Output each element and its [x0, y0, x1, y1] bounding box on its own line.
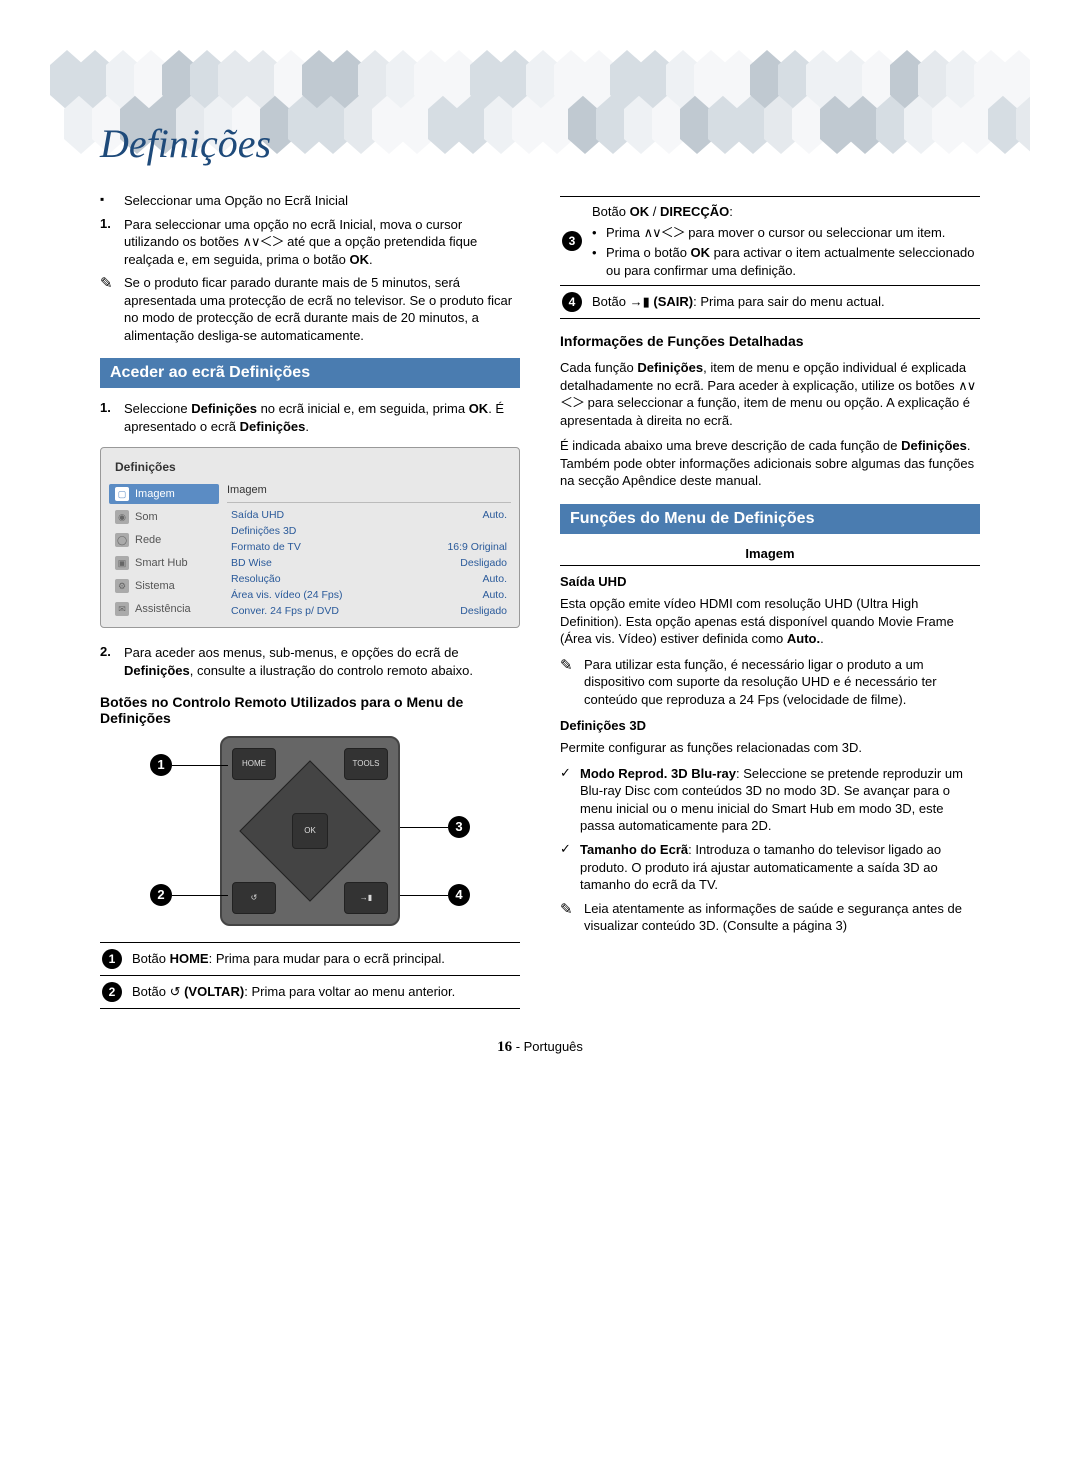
tv-nav-icon: ◉ [115, 510, 129, 524]
step-number-1b: 1. [100, 400, 124, 435]
button-table-row: 2 Botão ↺ (VOLTAR): Prima para voltar ao … [100, 976, 520, 1008]
tv-nav-item: ⚙ Sistema [109, 576, 219, 596]
3d-settings-label: Definições 3D [560, 718, 980, 733]
settings-screen-mock: Definições ▢ Imagem ◉ Som ◯ Rede ▣ Smart Hub ⚙ Si… [100, 447, 520, 628]
tv-nav-icon: ▢ [115, 487, 129, 501]
tv-setting-row: ResoluçãoAuto. [227, 571, 511, 587]
tv-nav-label: Assistência [135, 603, 191, 615]
step-number-2: 2. [100, 644, 124, 679]
remote-button-table-left: 1 Botão HOME: Prima para mudar para o ecr… [100, 942, 520, 1009]
tv-nav-label: Sistema [135, 580, 175, 592]
callout-number: 3 [562, 231, 582, 251]
tv-nav-item: ▢ Imagem [109, 484, 219, 504]
direction-arrows-icon: ∧∨＜＞ [243, 234, 284, 249]
note-icon: ✎ [100, 274, 124, 344]
imagem-section-heading: Imagem [560, 546, 980, 566]
tv-nav-item: ▣ Smart Hub [109, 553, 219, 573]
screensaver-note: Se o produto ficar parado durante mais d… [124, 274, 520, 344]
3d-settings-desc: Permite configurar as funções relacionad… [560, 739, 980, 757]
remote-ok-button: OK [292, 813, 328, 849]
tv-setting-row: Formato de TV16:9 Original [227, 539, 511, 555]
tv-nav-icon: ◯ [115, 533, 129, 547]
left-column: ▪ Seleccionar uma Opção no Ecrã Inicial … [100, 192, 520, 1009]
callout-3: 3 [448, 816, 470, 838]
checklist-item: ✓Tamanho do Ecrã: Introduza o tamanho do… [560, 841, 980, 894]
step-number-1: 1. [100, 216, 124, 269]
tv-nav-icon: ▣ [115, 556, 129, 570]
tv-nav-label: Imagem [135, 488, 175, 500]
button-desc: Botão OK / DIRECÇÃO:•Prima ∧∨＜＞ para mov… [592, 203, 978, 279]
menu-functions-heading: Funções do Menu de Definições [560, 504, 980, 534]
detailed-info-p2: É indicada abaixo uma breve descrição de… [560, 437, 980, 490]
remote-tools-button: TOOLS [344, 748, 388, 780]
access-step1: Seleccione Definições no ecrã inicial e,… [124, 400, 520, 435]
callout-number: 4 [562, 292, 582, 312]
button-table-row: 4 Botão →▮ (SAIR): Prima para sair do men… [560, 286, 980, 318]
check-icon: ✓ [560, 841, 580, 894]
remote-home-button: HOME [232, 748, 276, 780]
intro-step-text: Para seleccionar uma opção no ecrã Inici… [124, 216, 520, 269]
note-icon: ✎ [560, 656, 584, 709]
tv-setting-row: Saída UHDAuto. [227, 507, 511, 523]
page-footer: 16 - Português [100, 1039, 980, 1056]
tv-nav-label: Som [135, 511, 158, 523]
remote-button-table-right: 3 Botão OK / DIRECÇÃO:•Prima ∧∨＜＞ para mo… [560, 196, 980, 319]
tv-setting-row: BD WiseDesligado [227, 555, 511, 571]
check-icon: ✓ [560, 765, 580, 835]
tv-nav-label: Rede [135, 534, 161, 546]
button-desc: Botão ↺ (VOLTAR): Prima para voltar ao m… [132, 983, 518, 1001]
tv-nav-icon: ⚙ [115, 579, 129, 593]
page-title: Definições [100, 120, 980, 167]
checklist-text: Modo Reprod. 3D Blu-ray: Seleccione se p… [580, 765, 980, 835]
button-table-row: 1 Botão HOME: Prima para mudar para o ecr… [100, 943, 520, 976]
callout-number: 1 [102, 949, 122, 969]
callout-4: 4 [448, 884, 470, 906]
tv-setting-row: Definições 3D [227, 523, 511, 539]
tv-nav-label: Smart Hub [135, 557, 188, 569]
tv-nav-item: ✉ Assistência [109, 599, 219, 619]
callout-1: 1 [150, 754, 172, 776]
access-step2: Para aceder aos menus, sub-menus, e opçõ… [124, 644, 520, 679]
tv-nav-item: ◉ Som [109, 507, 219, 527]
3d-safety-note: Leia atentamente as informações de saúde… [584, 900, 980, 935]
remote-back-button: ↺ [232, 882, 276, 914]
detailed-info-heading: Informações de Funções Detalhadas [560, 333, 980, 349]
uhd-output-desc: Esta opção emite vídeo HDMI com resoluçã… [560, 595, 980, 648]
note-icon: ✎ [560, 900, 584, 935]
remote-illustration: HOME TOOLS OK ↺ →▮ 1 2 3 4 [150, 736, 470, 926]
uhd-output-label: Saída UHD [560, 574, 980, 589]
callout-2: 2 [150, 884, 172, 906]
callout-number: 2 [102, 982, 122, 1002]
tv-ui-title: Definições [109, 456, 511, 484]
checklist-item: ✓Modo Reprod. 3D Blu-ray: Seleccione se … [560, 765, 980, 835]
uhd-note: Para utilizar esta função, é necessário … [584, 656, 980, 709]
button-desc: Botão HOME: Prima para mudar para o ecrã… [132, 950, 518, 968]
tv-setting-row: Conver. 24 Fps p/ DVDDesligado [227, 603, 511, 619]
intro-bullet-text: Seleccionar uma Opção no Ecrã Inicial [124, 192, 520, 210]
remote-buttons-heading: Botões no Controlo Remoto Utilizados par… [100, 694, 520, 726]
detailed-info-p1: Cada função Definições, item de menu e o… [560, 359, 980, 429]
button-desc: Botão →▮ (SAIR): Prima para sair do menu… [592, 293, 978, 311]
right-column: 3 Botão OK / DIRECÇÃO:•Prima ∧∨＜＞ para mo… [560, 192, 980, 1009]
tv-nav-item: ◯ Rede [109, 530, 219, 550]
tv-setting-row: Área vis. vídeo (24 Fps)Auto. [227, 587, 511, 603]
checklist-text: Tamanho do Ecrã: Introduza o tamanho do … [580, 841, 980, 894]
button-table-row: 3 Botão OK / DIRECÇÃO:•Prima ∧∨＜＞ para mo… [560, 197, 980, 286]
access-settings-heading: Aceder ao ecrã Definições [100, 358, 520, 388]
tv-main-title: Imagem [227, 484, 511, 503]
remote-exit-button: →▮ [344, 882, 388, 914]
bullet-square-icon: ▪ [100, 192, 124, 210]
tv-nav-icon: ✉ [115, 602, 129, 616]
